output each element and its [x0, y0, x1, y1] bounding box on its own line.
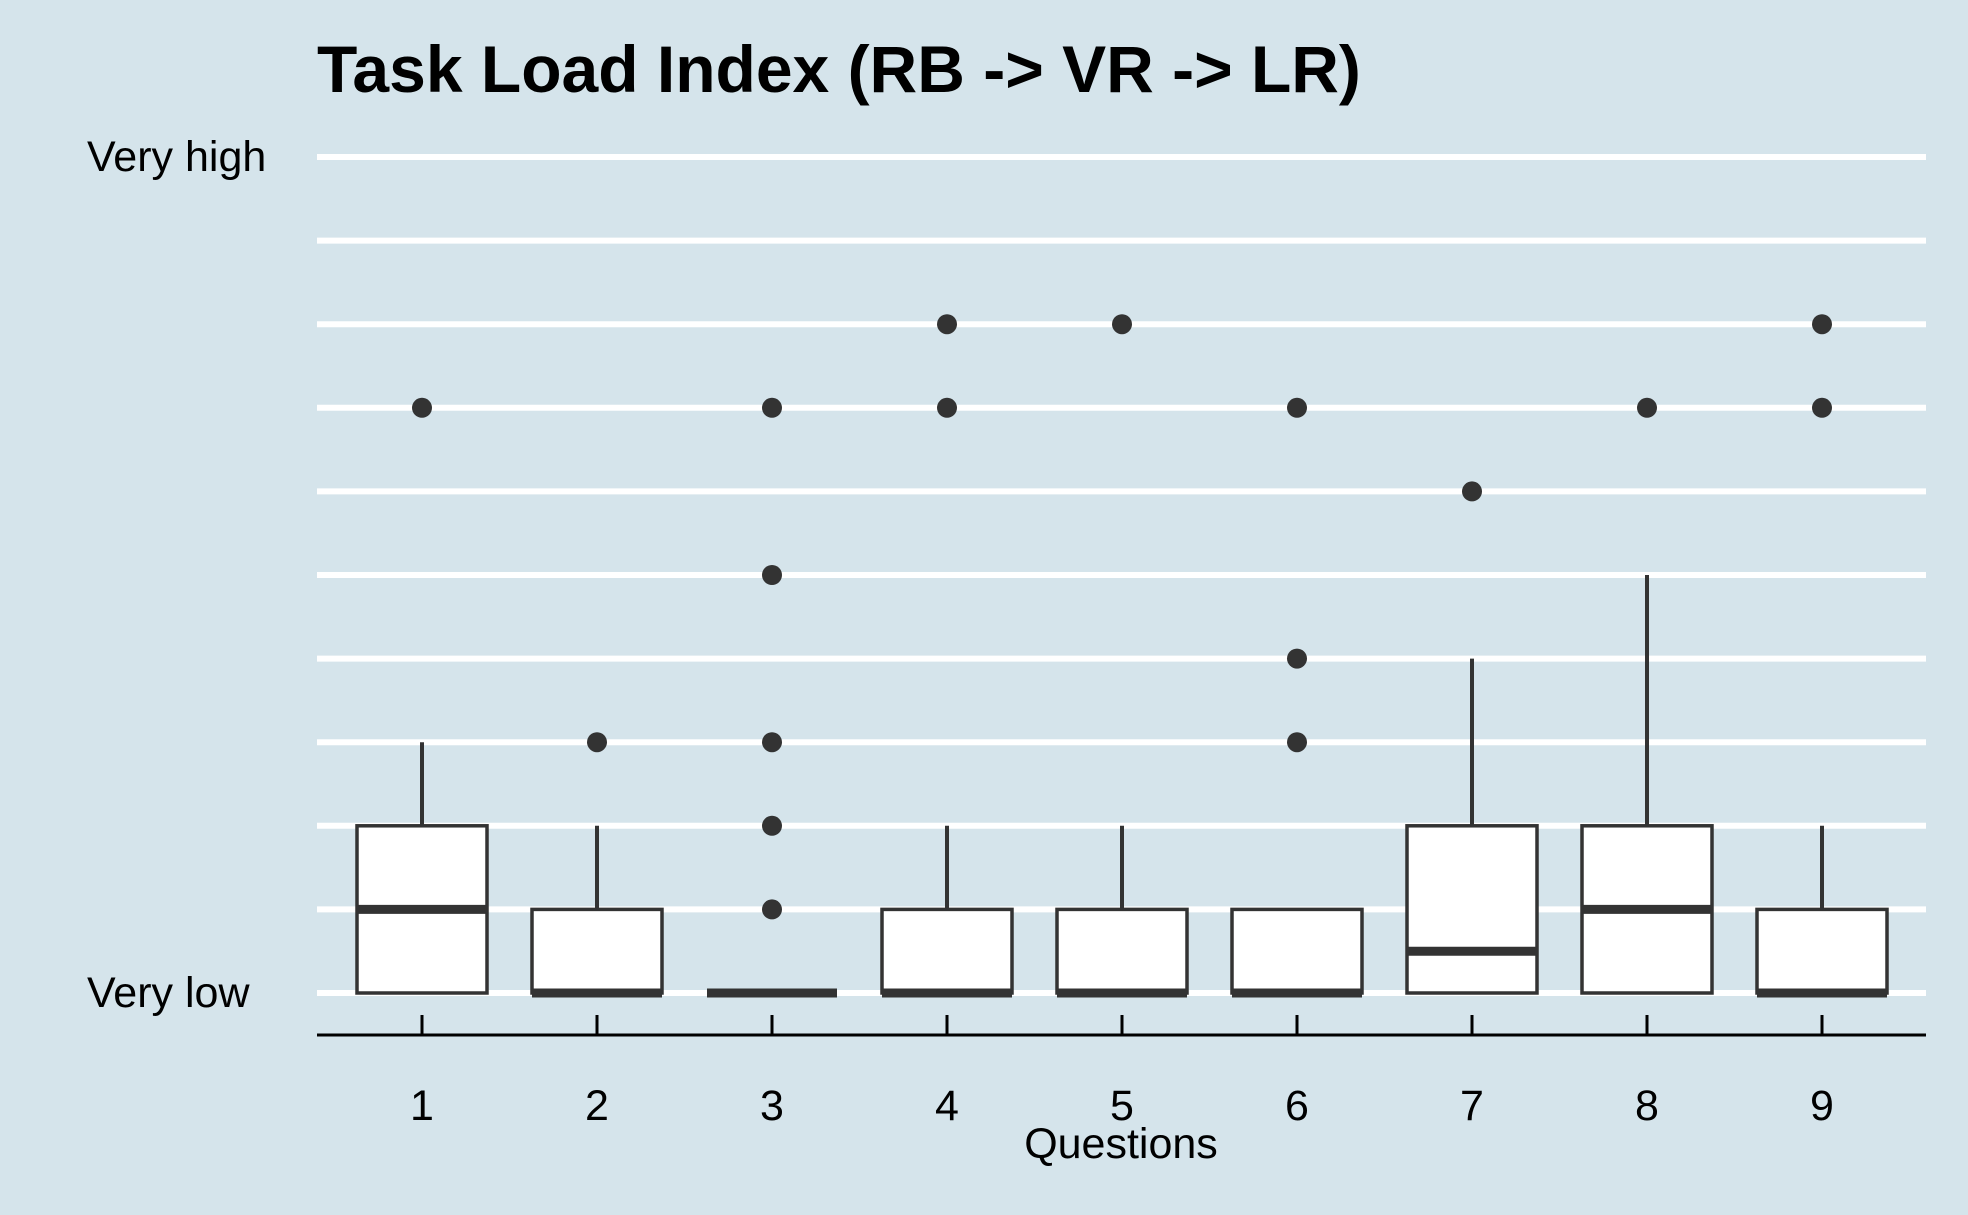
x-tick-label: 6: [1285, 1082, 1309, 1130]
box-category-9: [1755, 314, 1889, 998]
boxes: [355, 314, 1889, 998]
x-tick-label: 9: [1810, 1082, 1834, 1130]
box-iqr: [1405, 824, 1539, 995]
box-iqr: [530, 907, 664, 995]
outlier-point: [1462, 481, 1482, 502]
box-category-6: [1230, 397, 1364, 998]
outlier-point: [762, 815, 782, 836]
box-category-3: [707, 397, 837, 998]
box-category-4: [880, 314, 1014, 998]
y-tick-label: Very low: [87, 969, 250, 1017]
x-tick-label: 5: [1110, 1082, 1134, 1130]
box-category-5: [1055, 314, 1189, 998]
box-iqr: [1055, 907, 1189, 995]
outlier-point: [762, 397, 782, 418]
outlier-point: [937, 397, 957, 418]
x-axis-label: Questions: [1024, 1120, 1218, 1168]
y-tick-label: Very high: [87, 133, 266, 181]
outlier-point: [1287, 732, 1307, 753]
outlier-point: [1637, 397, 1657, 418]
x-tick-label: 2: [585, 1082, 609, 1130]
gridlines: Very high Very low: [87, 133, 1926, 1017]
box-category-2: [530, 732, 664, 998]
box-iqr: [880, 907, 1014, 995]
outlier-point: [937, 314, 957, 335]
x-tick-label: 1: [410, 1082, 434, 1130]
x-tick-label: 8: [1635, 1082, 1659, 1130]
box-iqr: [1755, 907, 1889, 995]
x-tick-label: 3: [760, 1082, 784, 1130]
outlier-point: [1287, 397, 1307, 418]
outlier-point: [412, 397, 432, 418]
x-tick-label: 4: [935, 1082, 959, 1130]
outlier-point: [762, 899, 782, 920]
box-category-7: [1405, 481, 1539, 995]
outlier-point: [1287, 648, 1307, 669]
outlier-point: [587, 732, 607, 753]
outlier-point: [762, 565, 782, 585]
outlier-point: [1112, 314, 1132, 335]
x-tick-label: 7: [1460, 1082, 1484, 1130]
outlier-point: [762, 732, 782, 753]
x-axis: 1 2 3 4 5 6 7 8 9: [317, 1015, 1926, 1130]
box-category-8: [1580, 397, 1714, 995]
chart-title: Task Load Index (RB -> VR -> LR): [317, 32, 1361, 106]
box-iqr: [1230, 907, 1364, 995]
outlier-point: [1812, 397, 1832, 418]
outlier-point: [1812, 314, 1832, 335]
box-category-1: [355, 397, 489, 995]
